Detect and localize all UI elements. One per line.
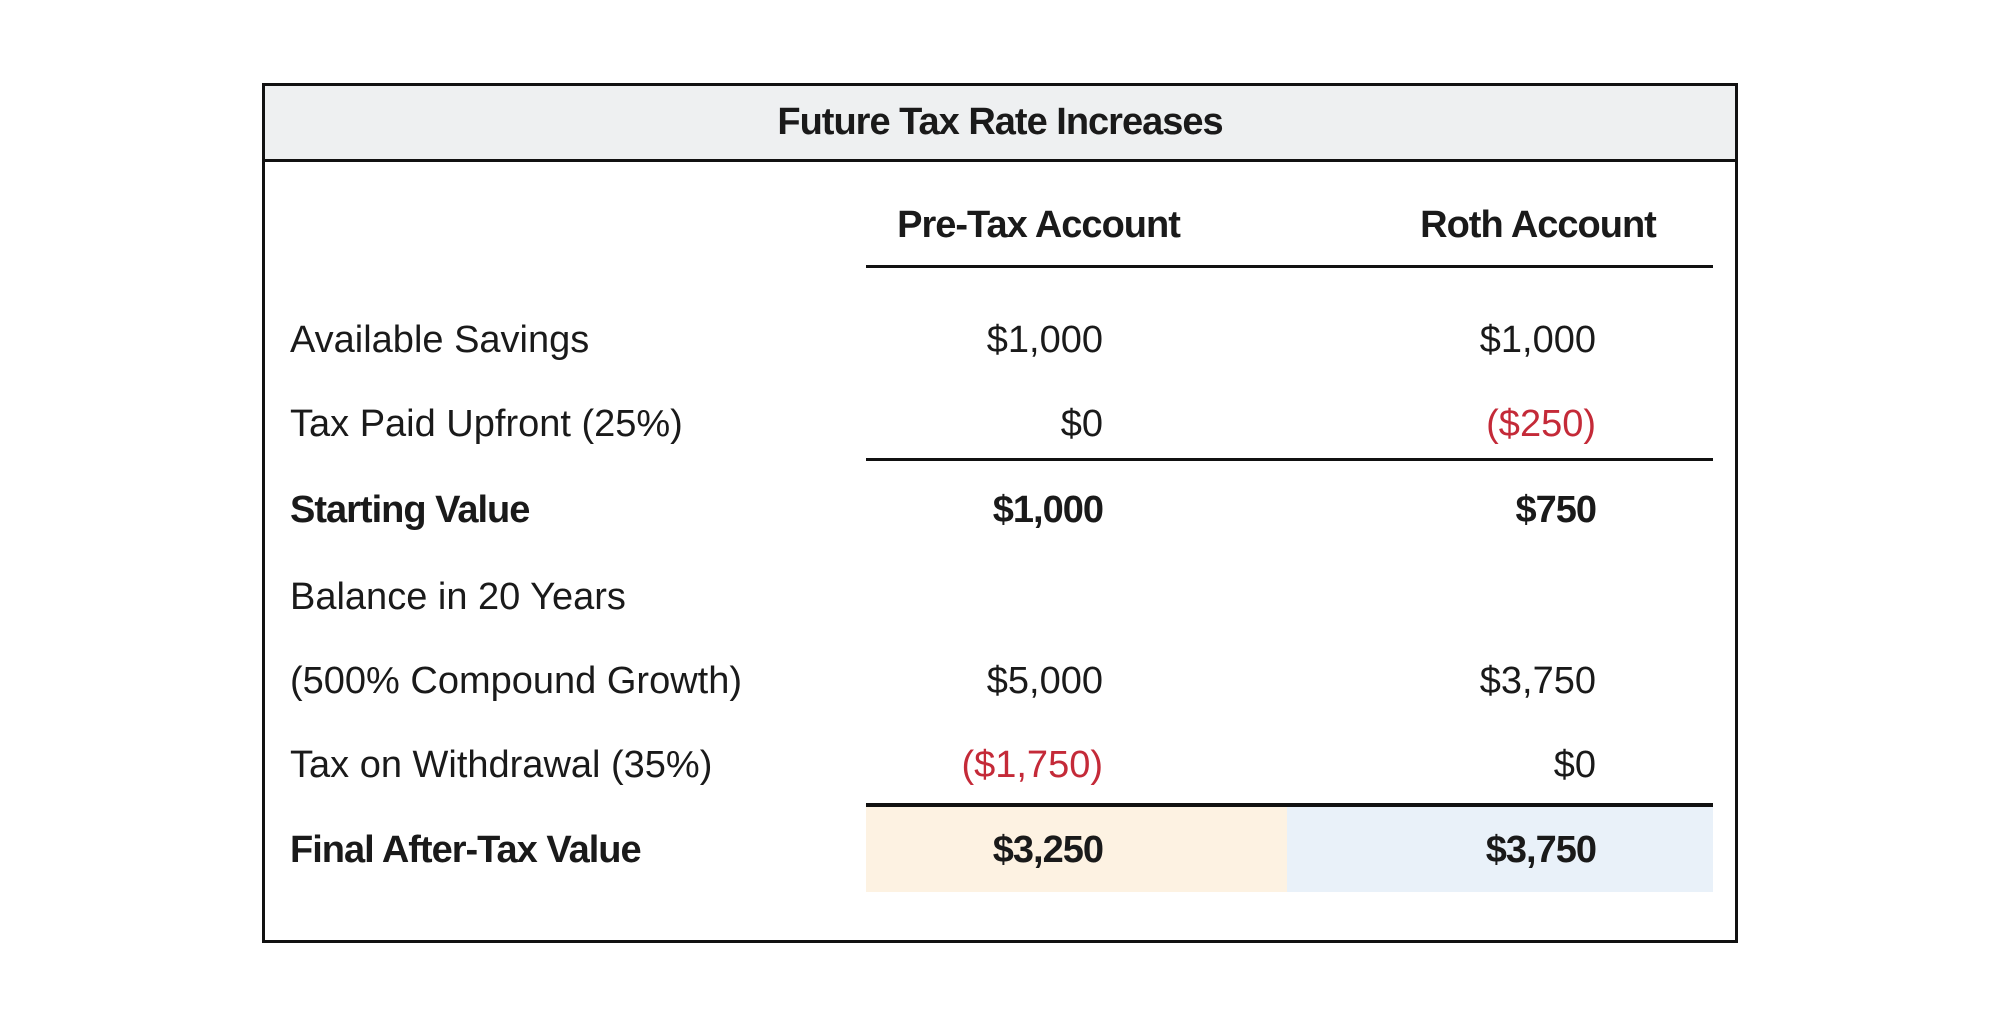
roth-value: $1,000 <box>1479 319 1596 361</box>
subtotal-rule <box>866 458 1713 461</box>
table-row-final-after-tax-value: Final After-Tax Value $3,250 $3,750 <box>265 820 1735 880</box>
header-underline-rule <box>866 265 1713 268</box>
pretax-value: $5,000 <box>986 660 1103 702</box>
pretax-final-highlight <box>866 807 1287 892</box>
roth-value: $0 <box>1553 744 1596 786</box>
roth-value: $3,750 <box>1479 660 1596 702</box>
table-row-starting-value: Starting Value $1,000 $750 <box>265 480 1735 540</box>
pretax-value: $1,000 <box>986 319 1103 361</box>
roth-final-value: $3,750 <box>1485 829 1597 871</box>
table-title: Future Tax Rate Increases <box>777 101 1223 143</box>
column-header-roth: Roth Account <box>1420 204 1657 246</box>
row-label: (500% Compound Growth) <box>290 660 742 702</box>
roth-value-negative: ($250) <box>1486 403 1596 445</box>
row-label: Balance in 20 Years <box>290 576 626 618</box>
row-label: Starting Value <box>290 489 530 531</box>
total-rule <box>866 803 1713 807</box>
row-label: Available Savings <box>290 319 590 361</box>
row-label: Final After-Tax Value <box>290 829 642 871</box>
pretax-final-value: $3,250 <box>992 829 1104 871</box>
table-row-balance-20-years: Balance in 20 Years <box>265 567 1735 627</box>
column-header-row: Pre-Tax Account Roth Account <box>265 195 1735 255</box>
roth-final-highlight <box>1287 807 1713 892</box>
column-header-pretax: Pre-Tax Account <box>897 204 1181 246</box>
roth-value: $750 <box>1515 489 1597 531</box>
table-title-bar: Future Tax Rate Increases <box>265 86 1735 162</box>
comparison-table: Future Tax Rate Increases Pre-Tax Accoun… <box>262 83 1738 943</box>
table-row-tax-on-withdrawal: Tax on Withdrawal (35%) ($1,750) $0 <box>265 735 1735 795</box>
row-label: Tax on Withdrawal (35%) <box>290 744 713 786</box>
pretax-value: $0 <box>1060 403 1103 445</box>
table-row-compound-growth: (500% Compound Growth) $5,000 $3,750 <box>265 651 1735 711</box>
pretax-value: $1,000 <box>992 489 1104 531</box>
table-row-available-savings: Available Savings $1,000 $1,000 <box>265 310 1735 370</box>
pretax-value-negative: ($1,750) <box>961 744 1103 786</box>
table-row-tax-paid-upfront: Tax Paid Upfront (25%) $0 ($250) <box>265 394 1735 454</box>
row-label: Tax Paid Upfront (25%) <box>290 403 683 445</box>
